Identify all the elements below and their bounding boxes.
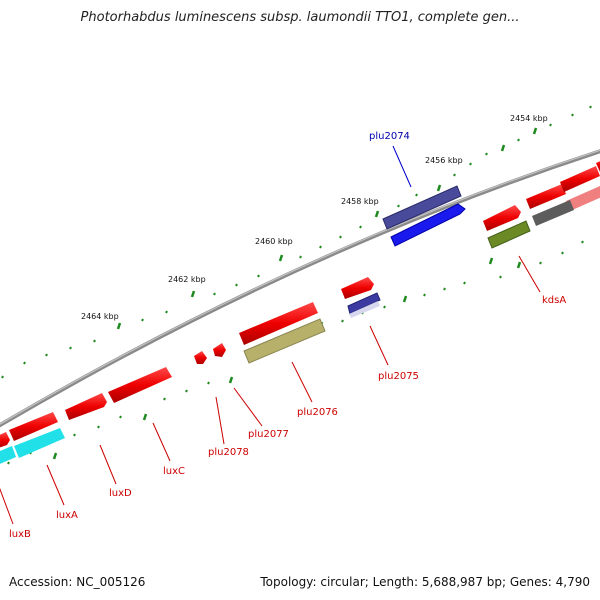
gene-feature[interactable] <box>243 318 326 364</box>
tick-label: 2456 kbp <box>425 156 463 165</box>
gene-feature[interactable] <box>194 351 207 364</box>
gene-feature[interactable] <box>347 292 381 315</box>
accession-text: Accession: NC_005126 <box>9 575 146 589</box>
gene-feature[interactable] <box>14 428 65 458</box>
gene-feature[interactable] <box>239 302 318 345</box>
gene-label-plu2078[interactable]: plu2078 <box>208 447 249 458</box>
genome-backbone <box>0 149 600 428</box>
gene-feature[interactable] <box>483 205 521 231</box>
map-title: Photorhabdus luminescens subsp. laumondi… <box>80 10 520 25</box>
gene-feature[interactable] <box>596 157 600 172</box>
gene-feature[interactable] <box>487 220 531 249</box>
forward-strand-genes[interactable] <box>0 157 600 449</box>
outer-tick-ring <box>1 105 592 379</box>
tick-label: 2458 kbp <box>341 197 379 206</box>
label-leaders <box>0 145 541 525</box>
gene-label-luxB[interactable]: luxB <box>9 529 31 540</box>
gene-label-kdsA[interactable]: kdsA <box>542 295 566 306</box>
gene-feature[interactable] <box>526 184 566 209</box>
gene-label-luxD[interactable]: luxD <box>109 488 132 499</box>
gene-label-plu2076[interactable]: plu2076 <box>297 407 338 418</box>
gene-feature[interactable] <box>0 432 10 449</box>
reverse-strand-genes[interactable] <box>0 220 531 466</box>
gene-feature[interactable] <box>566 186 600 211</box>
tick-label: 2464 kbp <box>81 312 119 321</box>
tick-label: 2462 kbp <box>168 275 206 284</box>
gene-feature[interactable] <box>0 446 16 466</box>
gene-feature[interactable] <box>390 203 466 247</box>
gene-feature[interactable] <box>65 393 107 420</box>
tick-label: 2460 kbp <box>255 237 293 246</box>
gene-label-luxA[interactable]: luxA <box>56 510 78 521</box>
gene-feature[interactable] <box>560 166 600 192</box>
gene-feature[interactable] <box>341 277 374 299</box>
gene-feature[interactable] <box>213 343 226 357</box>
inner-tick-ring <box>7 240 584 465</box>
gene-feature[interactable] <box>108 367 172 403</box>
gene-label-plu2075[interactable]: plu2075 <box>378 371 419 382</box>
gene-feature[interactable] <box>532 200 574 226</box>
gene-feature[interactable] <box>349 301 380 318</box>
tick-label: 2454 kbp <box>510 114 548 123</box>
gene-label-plu2074[interactable]: plu2074 <box>369 131 410 142</box>
gene-feature[interactable] <box>382 185 462 230</box>
topology-text: Topology: circular; Length: 5,688,987 bp… <box>260 575 590 589</box>
gene-feature[interactable] <box>9 412 58 441</box>
gene-label-luxC[interactable]: luxC <box>163 466 185 477</box>
gene-label-plu2077[interactable]: plu2077 <box>248 429 289 440</box>
